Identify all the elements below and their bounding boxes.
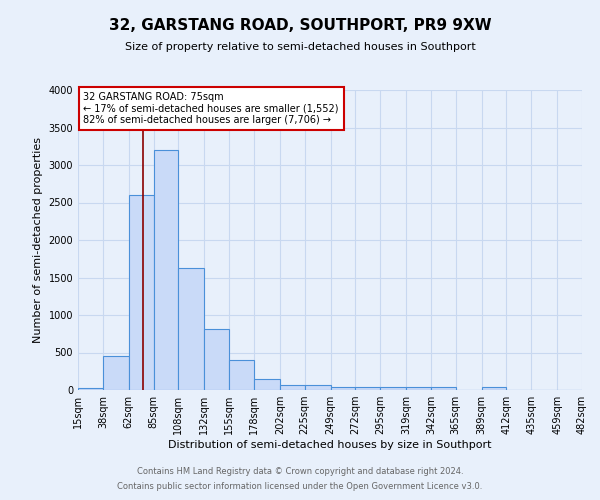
- Text: Contains HM Land Registry data © Crown copyright and database right 2024.: Contains HM Land Registry data © Crown c…: [137, 467, 463, 476]
- Bar: [254, 379, 280, 390]
- Text: 32, GARSTANG ROAD, SOUTHPORT, PR9 9XW: 32, GARSTANG ROAD, SOUTHPORT, PR9 9XW: [109, 18, 491, 32]
- Bar: [431, 388, 456, 390]
- X-axis label: Distribution of semi-detached houses by size in Southport: Distribution of semi-detached houses by …: [168, 440, 492, 450]
- Bar: [280, 385, 305, 390]
- Text: 32 GARSTANG ROAD: 75sqm
← 17% of semi-detached houses are smaller (1,552)
82% of: 32 GARSTANG ROAD: 75sqm ← 17% of semi-de…: [83, 92, 339, 126]
- Y-axis label: Number of semi-detached properties: Number of semi-detached properties: [33, 137, 43, 343]
- Bar: [406, 388, 431, 390]
- Text: Size of property relative to semi-detached houses in Southport: Size of property relative to semi-detach…: [125, 42, 475, 52]
- Bar: [178, 268, 204, 390]
- Bar: [103, 356, 129, 390]
- Bar: [229, 360, 254, 390]
- Bar: [204, 329, 229, 390]
- Bar: [482, 388, 506, 390]
- Bar: [331, 388, 355, 390]
- Bar: [355, 388, 380, 390]
- Bar: [380, 388, 406, 390]
- Bar: [78, 388, 103, 390]
- Bar: [154, 150, 178, 390]
- Bar: [129, 195, 154, 390]
- Bar: [305, 385, 331, 390]
- Text: Contains public sector information licensed under the Open Government Licence v3: Contains public sector information licen…: [118, 482, 482, 491]
